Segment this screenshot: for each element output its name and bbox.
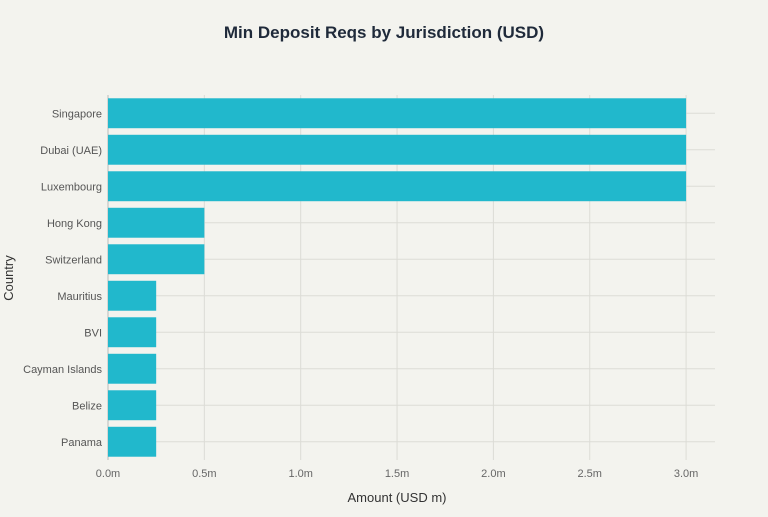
x-tick-label: 0.5m [192,468,216,480]
y-tick-label: Panama [61,437,103,449]
y-tick-label: Hong Kong [47,218,102,230]
chart-title: Min Deposit Reqs by Jurisdiction (USD) [224,23,544,42]
y-tick-label: Singapore [52,108,102,120]
y-tick-label: Cayman Islands [23,364,102,376]
y-axis-label: Country [1,255,16,301]
y-tick-label: BVI [84,327,102,339]
bar [108,98,687,129]
x-tick-label: 0.0m [96,468,120,480]
y-tick-label: Dubai (UAE) [40,145,102,157]
y-tick-labels: Singapore Dubai (UAE) Luxembourg Hong Kong S… [23,108,103,449]
x-tick-label: 2.5m [578,468,602,480]
y-tick-label: Belize [72,400,102,412]
bar [108,134,687,165]
x-tick-label: 1.5m [385,468,409,480]
x-tick-labels: 0.0m 0.5m 1.0m 1.5m 2.0m 2.5m 3.0m [96,468,699,480]
bar [108,317,157,348]
x-tick-label: 3.0m [674,468,698,480]
bar [108,171,687,202]
x-axis-label: Amount (USD m) [348,490,447,505]
x-tick-label: 2.0m [481,468,505,480]
bar [108,207,205,238]
bar [108,426,157,457]
bar [108,280,157,311]
x-tick-label: 1.0m [288,468,312,480]
bar [108,390,157,421]
y-tick-label: Mauritius [57,291,102,303]
bar [108,353,157,384]
y-tick-label: Luxembourg [41,181,102,193]
bars [108,98,687,457]
bar [108,244,205,275]
y-tick-label: Switzerland [45,254,102,266]
